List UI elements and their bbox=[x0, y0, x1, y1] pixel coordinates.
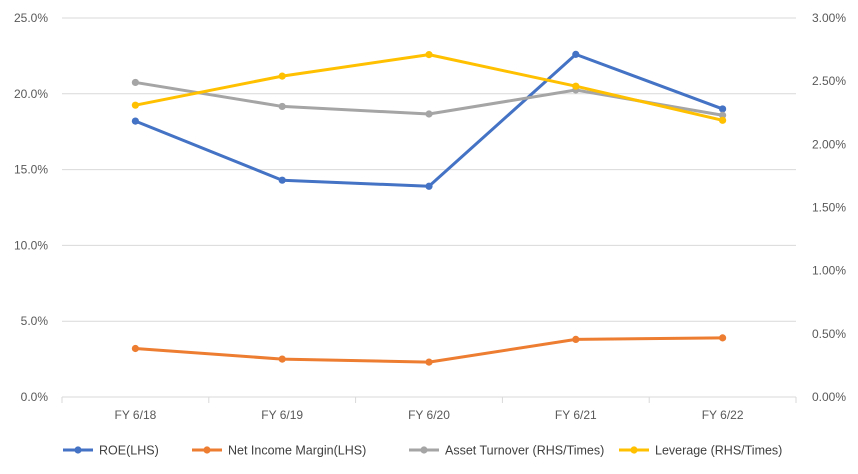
data-point-net-income-margin-lhs bbox=[572, 335, 580, 343]
y-left-tick-label: 15.0% bbox=[14, 163, 48, 177]
data-point-roe-lhs bbox=[425, 182, 433, 190]
legend-entry-label: Leverage (RHS/Times) bbox=[655, 444, 782, 458]
data-point-net-income-margin-lhs bbox=[719, 334, 727, 342]
data-point-leverage-rhs-times bbox=[425, 51, 433, 59]
legend-swatch-marker bbox=[630, 446, 638, 454]
data-point-roe-lhs bbox=[719, 105, 727, 113]
data-point-roe-lhs bbox=[278, 176, 286, 184]
legend-entry-label: ROE(LHS) bbox=[99, 444, 159, 458]
data-point-roe-lhs bbox=[572, 50, 580, 58]
y-right-tick-label: 0.00% bbox=[812, 390, 846, 404]
data-point-leverage-rhs-times bbox=[572, 82, 580, 90]
data-point-asset-turnover-rhs-times bbox=[131, 78, 139, 87]
data-point-leverage-rhs-times bbox=[131, 101, 139, 109]
legend-swatch-marker bbox=[74, 446, 82, 454]
y-right-tick-label: 0.50% bbox=[812, 327, 846, 341]
x-tick-label: FY 6/20 bbox=[408, 408, 450, 422]
x-tick-label: FY 6/19 bbox=[261, 408, 303, 422]
y-left-tick-label: 25.0% bbox=[14, 11, 48, 25]
axes: 0.0% 5.0% 10.0% 15.0% 20.0% 25.0% 0.00% 0.50% 1.… bbox=[14, 11, 846, 422]
legend-entry-label: Net Income Margin(LHS) bbox=[228, 444, 366, 458]
data-point-leverage-rhs-times bbox=[278, 72, 286, 80]
series-line-net-income-margin-lhs bbox=[133, 336, 725, 364]
data-point-asset-turnover-rhs-times bbox=[278, 102, 286, 111]
y-left-tick-label: 0.0% bbox=[21, 390, 49, 404]
series-lines bbox=[131, 50, 727, 366]
x-tick-label: FY 6/22 bbox=[702, 408, 744, 422]
legend-entry-label: Asset Turnover (RHS/Times) bbox=[445, 444, 604, 458]
data-point-asset-turnover-rhs-times bbox=[719, 111, 727, 119]
y-left-tick-label: 20.0% bbox=[14, 87, 48, 101]
y-right-tick-label: 1.00% bbox=[812, 264, 846, 278]
y-right-tick-label: 3.00% bbox=[812, 11, 846, 25]
data-point-net-income-margin-lhs bbox=[425, 358, 433, 366]
x-tick-label: FY 6/18 bbox=[114, 408, 156, 422]
gridlines bbox=[62, 17, 796, 398]
legend-swatch-marker bbox=[420, 446, 428, 454]
y-right-tick-label: 2.50% bbox=[812, 74, 846, 88]
data-point-net-income-margin-lhs bbox=[131, 344, 139, 353]
series-line-roe-lhs bbox=[133, 52, 725, 188]
data-point-asset-turnover-rhs-times bbox=[425, 110, 433, 118]
data-point-roe-lhs bbox=[131, 117, 139, 125]
data-point-leverage-rhs-times bbox=[719, 116, 727, 124]
y-right-tick-label: 2.00% bbox=[812, 137, 846, 151]
legend: ROE(LHS) Net Income Margin(LHS) Asset Turn… bbox=[63, 444, 782, 458]
y-right-tick-label: 1.50% bbox=[812, 201, 846, 215]
data-point-net-income-margin-lhs bbox=[278, 355, 286, 363]
y-left-tick-label: 10.0% bbox=[14, 238, 48, 252]
y-left-tick-label: 5.0% bbox=[21, 314, 49, 328]
x-tick-label: FY 6/21 bbox=[555, 408, 597, 422]
legend-swatch-marker bbox=[203, 446, 211, 454]
